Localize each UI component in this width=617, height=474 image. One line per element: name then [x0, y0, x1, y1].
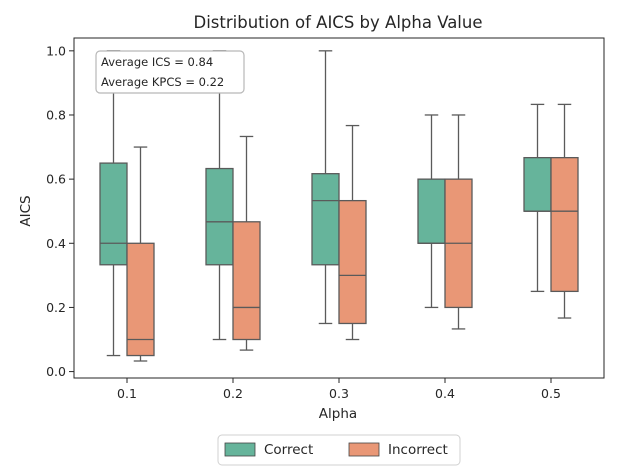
box-correct-0.1 [99, 162, 128, 266]
legend-frame [217, 434, 461, 466]
x-tick-label: 0.3 [329, 386, 349, 401]
box-correct-0.2 [205, 167, 234, 266]
legend-label-correct: Correct [264, 442, 313, 458]
box-correct-0.3 [311, 173, 340, 266]
x-tick-label: 0.2 [223, 386, 243, 401]
chart-title: Distribution of AICS by Alpha Value [194, 13, 483, 32]
y-tick-label: 0.8 [46, 107, 66, 122]
y-tick-label: 0.4 [46, 236, 66, 251]
x-tick-label: 0.4 [435, 386, 455, 401]
box-correct-0.4 [417, 178, 446, 244]
legend-label-incorrect: Incorrect [388, 442, 448, 458]
annotation-line-ics: Average ICS = 0.84 [101, 55, 213, 69]
box-correct-0.5 [523, 156, 552, 212]
legend: Correct Incorrect [217, 434, 461, 466]
y-tick-label: 0.0 [46, 364, 66, 379]
box-incorrect-0.2 [232, 221, 261, 341]
y-tick-label: 0.6 [46, 172, 66, 187]
y-tick-label: 1.0 [46, 43, 66, 58]
legend-swatch-incorrect [348, 442, 380, 457]
annotation-box [95, 50, 245, 94]
stats-annotation: Average ICS = 0.84 Average KPCS = 0.22 [95, 50, 245, 94]
x-tick-label: 0.1 [117, 386, 137, 401]
plot-area: 0.0 0.2 0.4 0.6 0.8 1.0 0.1 0.2 0.3 0.4 0.5 [46, 37, 605, 401]
box-incorrect-0.1 [126, 242, 155, 357]
legend-swatch-correct [224, 442, 256, 457]
annotation-line-kpcs: Average KPCS = 0.22 [101, 75, 224, 89]
x-tick-label: 0.5 [541, 386, 561, 401]
y-axis-label: AICS [18, 195, 34, 226]
y-tick-label: 0.2 [46, 300, 66, 315]
box-incorrect-0.5 [550, 156, 579, 293]
box-incorrect-0.3 [338, 199, 367, 325]
x-axis-label: Alpha [319, 406, 357, 422]
